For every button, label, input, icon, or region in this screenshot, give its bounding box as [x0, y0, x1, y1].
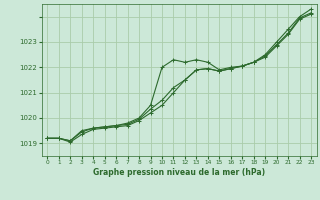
X-axis label: Graphe pression niveau de la mer (hPa): Graphe pression niveau de la mer (hPa) — [93, 168, 265, 177]
